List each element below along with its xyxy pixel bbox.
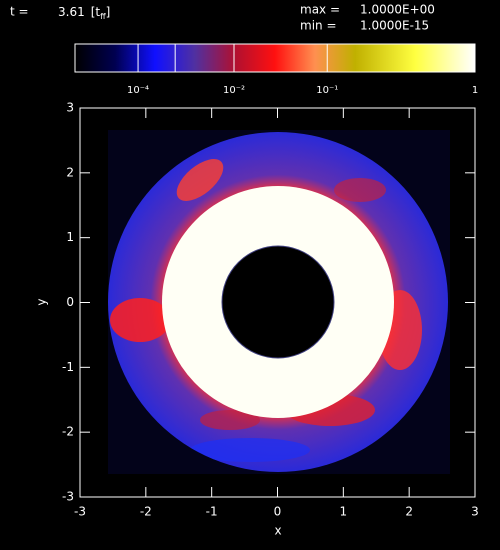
colorbar-tick-label: 10⁻⁴ xyxy=(127,85,149,96)
min-value: 1.0000E-15 xyxy=(360,19,429,33)
time-unit: [t xyxy=(91,5,101,19)
time-unit-sub: ff xyxy=(100,12,106,21)
x-tick-label: -2 xyxy=(140,505,152,519)
max-label: max = xyxy=(300,3,340,17)
x-tick-label: -3 xyxy=(74,505,86,519)
field-image xyxy=(108,130,450,474)
min-label: min = xyxy=(300,19,337,33)
y-tick-label: 3 xyxy=(66,101,74,115)
y-axis-label: y xyxy=(35,298,49,305)
colorbar-tick-label: 1 xyxy=(472,85,478,96)
colorbar-tick-label: 10⁻¹ xyxy=(316,85,338,96)
x-tick-label: 3 xyxy=(471,505,479,519)
time-label: t = xyxy=(10,5,29,19)
inner-hole xyxy=(221,245,335,359)
y-tick-label: 1 xyxy=(66,230,74,244)
y-tick-label: -1 xyxy=(62,360,74,374)
y-tick-label: -3 xyxy=(62,490,74,504)
colorbar: 10⁻⁴ 10⁻² 10⁻¹ 1 xyxy=(74,43,478,96)
x-axis-label: x xyxy=(274,524,281,538)
colorbar-ramp xyxy=(74,43,476,73)
colorbar-tick-label: 10⁻² xyxy=(223,85,245,96)
y-tick-label: 2 xyxy=(66,165,74,179)
x-tick-label: 1 xyxy=(340,505,348,519)
max-value: 1.0000E+00 xyxy=(360,3,435,17)
x-tick-label: -1 xyxy=(206,505,218,519)
y-tick-label: -2 xyxy=(62,425,74,439)
time-value: 3.61 [tff] xyxy=(58,5,110,21)
x-tick-label: 0 xyxy=(274,505,282,519)
x-tick-label: 2 xyxy=(405,505,413,519)
time-unit-close: ] xyxy=(106,5,111,19)
y-tick-label: 0 xyxy=(66,295,74,309)
time-number: 3.61 xyxy=(58,5,85,19)
